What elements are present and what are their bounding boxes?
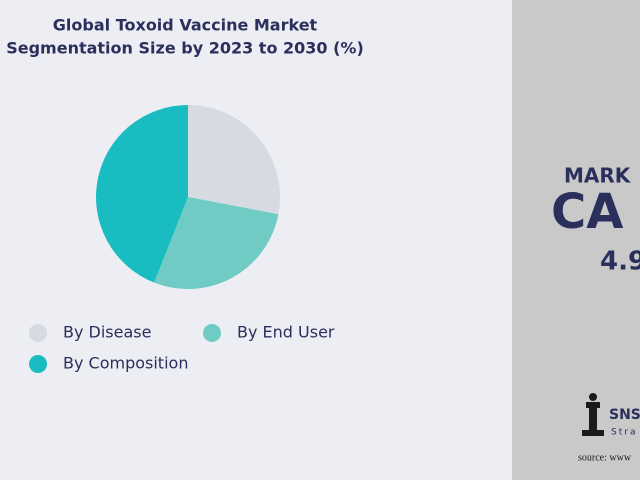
chart-title: Global Toxoid Vaccine Market [53,16,318,35]
side-panel [512,0,640,480]
legend-swatch [29,324,47,342]
pie-slice [154,197,279,289]
pie-slice [188,105,281,215]
legend-label: By End User [237,323,335,342]
logo-text: SNS [609,407,640,423]
side-heading: MARK [564,164,632,188]
chart-title: Segmentation Size by 2023 to 2030 (%) [6,39,364,58]
logo-icon [582,393,604,436]
source-text: source: www [578,452,632,463]
legend-label: By Composition [63,354,188,373]
pie-slice [95,105,188,283]
legend-swatch [203,324,221,342]
legend-swatch [29,355,47,373]
logo-subtext: Stra [611,428,637,438]
side-big-text: CA [551,184,623,240]
pie [95,105,281,289]
legend-label: By Disease [63,323,151,342]
side-figure: 4.9 [600,247,640,277]
legend: By Disease By End User By Composition [29,323,335,373]
